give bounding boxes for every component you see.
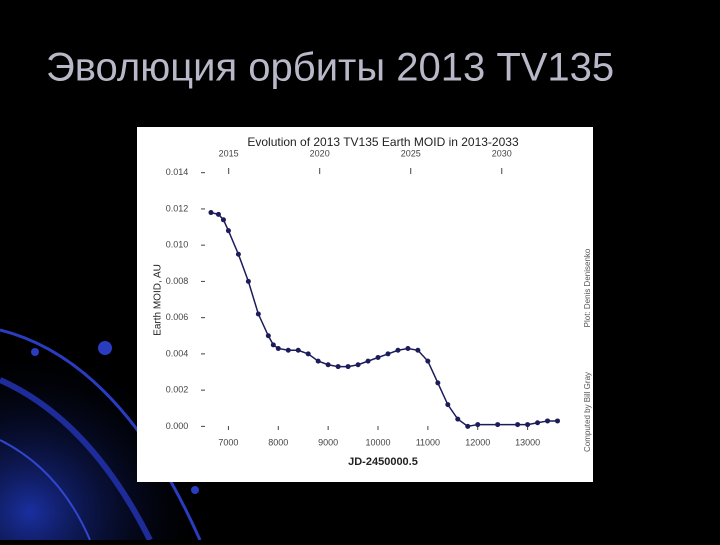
point bbox=[395, 347, 401, 353]
x2-tick-label: 2015 bbox=[219, 148, 239, 158]
point bbox=[270, 342, 276, 348]
point bbox=[225, 228, 231, 234]
y-tick-label: 0.008 bbox=[166, 276, 189, 286]
swirl-dot bbox=[31, 348, 39, 356]
y-tick-label: 0.002 bbox=[166, 385, 189, 395]
y-tick-label: 0.004 bbox=[166, 348, 189, 358]
x2-tick-label: 2025 bbox=[401, 148, 421, 158]
point bbox=[295, 347, 301, 353]
swirl-dot bbox=[98, 341, 112, 355]
point bbox=[445, 402, 451, 408]
credit: Plot: Denis Denisenko bbox=[583, 248, 592, 327]
point bbox=[315, 358, 321, 364]
chart-title: Evolution of 2013 TV135 Earth MOID in 20… bbox=[247, 135, 519, 149]
point bbox=[495, 422, 501, 428]
point bbox=[415, 347, 421, 353]
point bbox=[515, 422, 521, 428]
credit: Computed by Bill Gray bbox=[583, 372, 592, 452]
x-tick-label: 7000 bbox=[218, 437, 238, 447]
chart-panel bbox=[137, 127, 593, 482]
x-tick-label: 11000 bbox=[416, 437, 440, 447]
point bbox=[535, 420, 541, 426]
point bbox=[385, 351, 391, 357]
x2-tick-label: 2020 bbox=[310, 148, 330, 158]
x-tick-label: 13000 bbox=[515, 437, 540, 447]
x-tick-label: 8000 bbox=[268, 437, 288, 447]
y-tick-label: 0.012 bbox=[166, 203, 189, 213]
x-axis-label: JD-2450000.5 bbox=[348, 456, 418, 468]
swirl-dot bbox=[191, 486, 199, 494]
point bbox=[275, 345, 281, 351]
point bbox=[285, 347, 291, 353]
x2-tick-label: 2030 bbox=[492, 148, 512, 158]
x-tick-label: 10000 bbox=[365, 437, 390, 447]
point bbox=[475, 422, 481, 428]
point bbox=[355, 362, 361, 368]
point bbox=[245, 278, 251, 284]
y-tick-label: 0.000 bbox=[166, 421, 189, 431]
point bbox=[545, 418, 551, 424]
point bbox=[375, 355, 381, 361]
y-tick-label: 0.014 bbox=[166, 167, 189, 177]
swirl bbox=[0, 328, 202, 541]
swirl bbox=[0, 377, 153, 542]
slide-title: Эволюция орбиты 2013 TV135 bbox=[46, 46, 614, 90]
point bbox=[365, 358, 371, 364]
point bbox=[435, 380, 441, 386]
point bbox=[215, 211, 221, 217]
point bbox=[325, 362, 331, 368]
y-tick-label: 0.010 bbox=[166, 240, 189, 250]
point bbox=[345, 364, 351, 370]
y-tick-label: 0.006 bbox=[166, 312, 189, 322]
point bbox=[465, 423, 471, 429]
x-tick-label: 12000 bbox=[465, 437, 490, 447]
point bbox=[405, 345, 411, 351]
point bbox=[220, 217, 226, 223]
point bbox=[305, 351, 311, 357]
point bbox=[255, 311, 261, 317]
point bbox=[208, 210, 214, 216]
series-line bbox=[210, 211, 558, 428]
point bbox=[335, 364, 341, 370]
point bbox=[555, 418, 561, 424]
point bbox=[235, 251, 241, 257]
x-tick-label: 9000 bbox=[318, 437, 338, 447]
point bbox=[525, 422, 531, 428]
point bbox=[455, 416, 461, 422]
y-axis-label: Earth MOID, AU bbox=[153, 264, 164, 336]
swirl bbox=[0, 439, 91, 541]
point bbox=[265, 333, 271, 339]
point bbox=[425, 358, 431, 364]
